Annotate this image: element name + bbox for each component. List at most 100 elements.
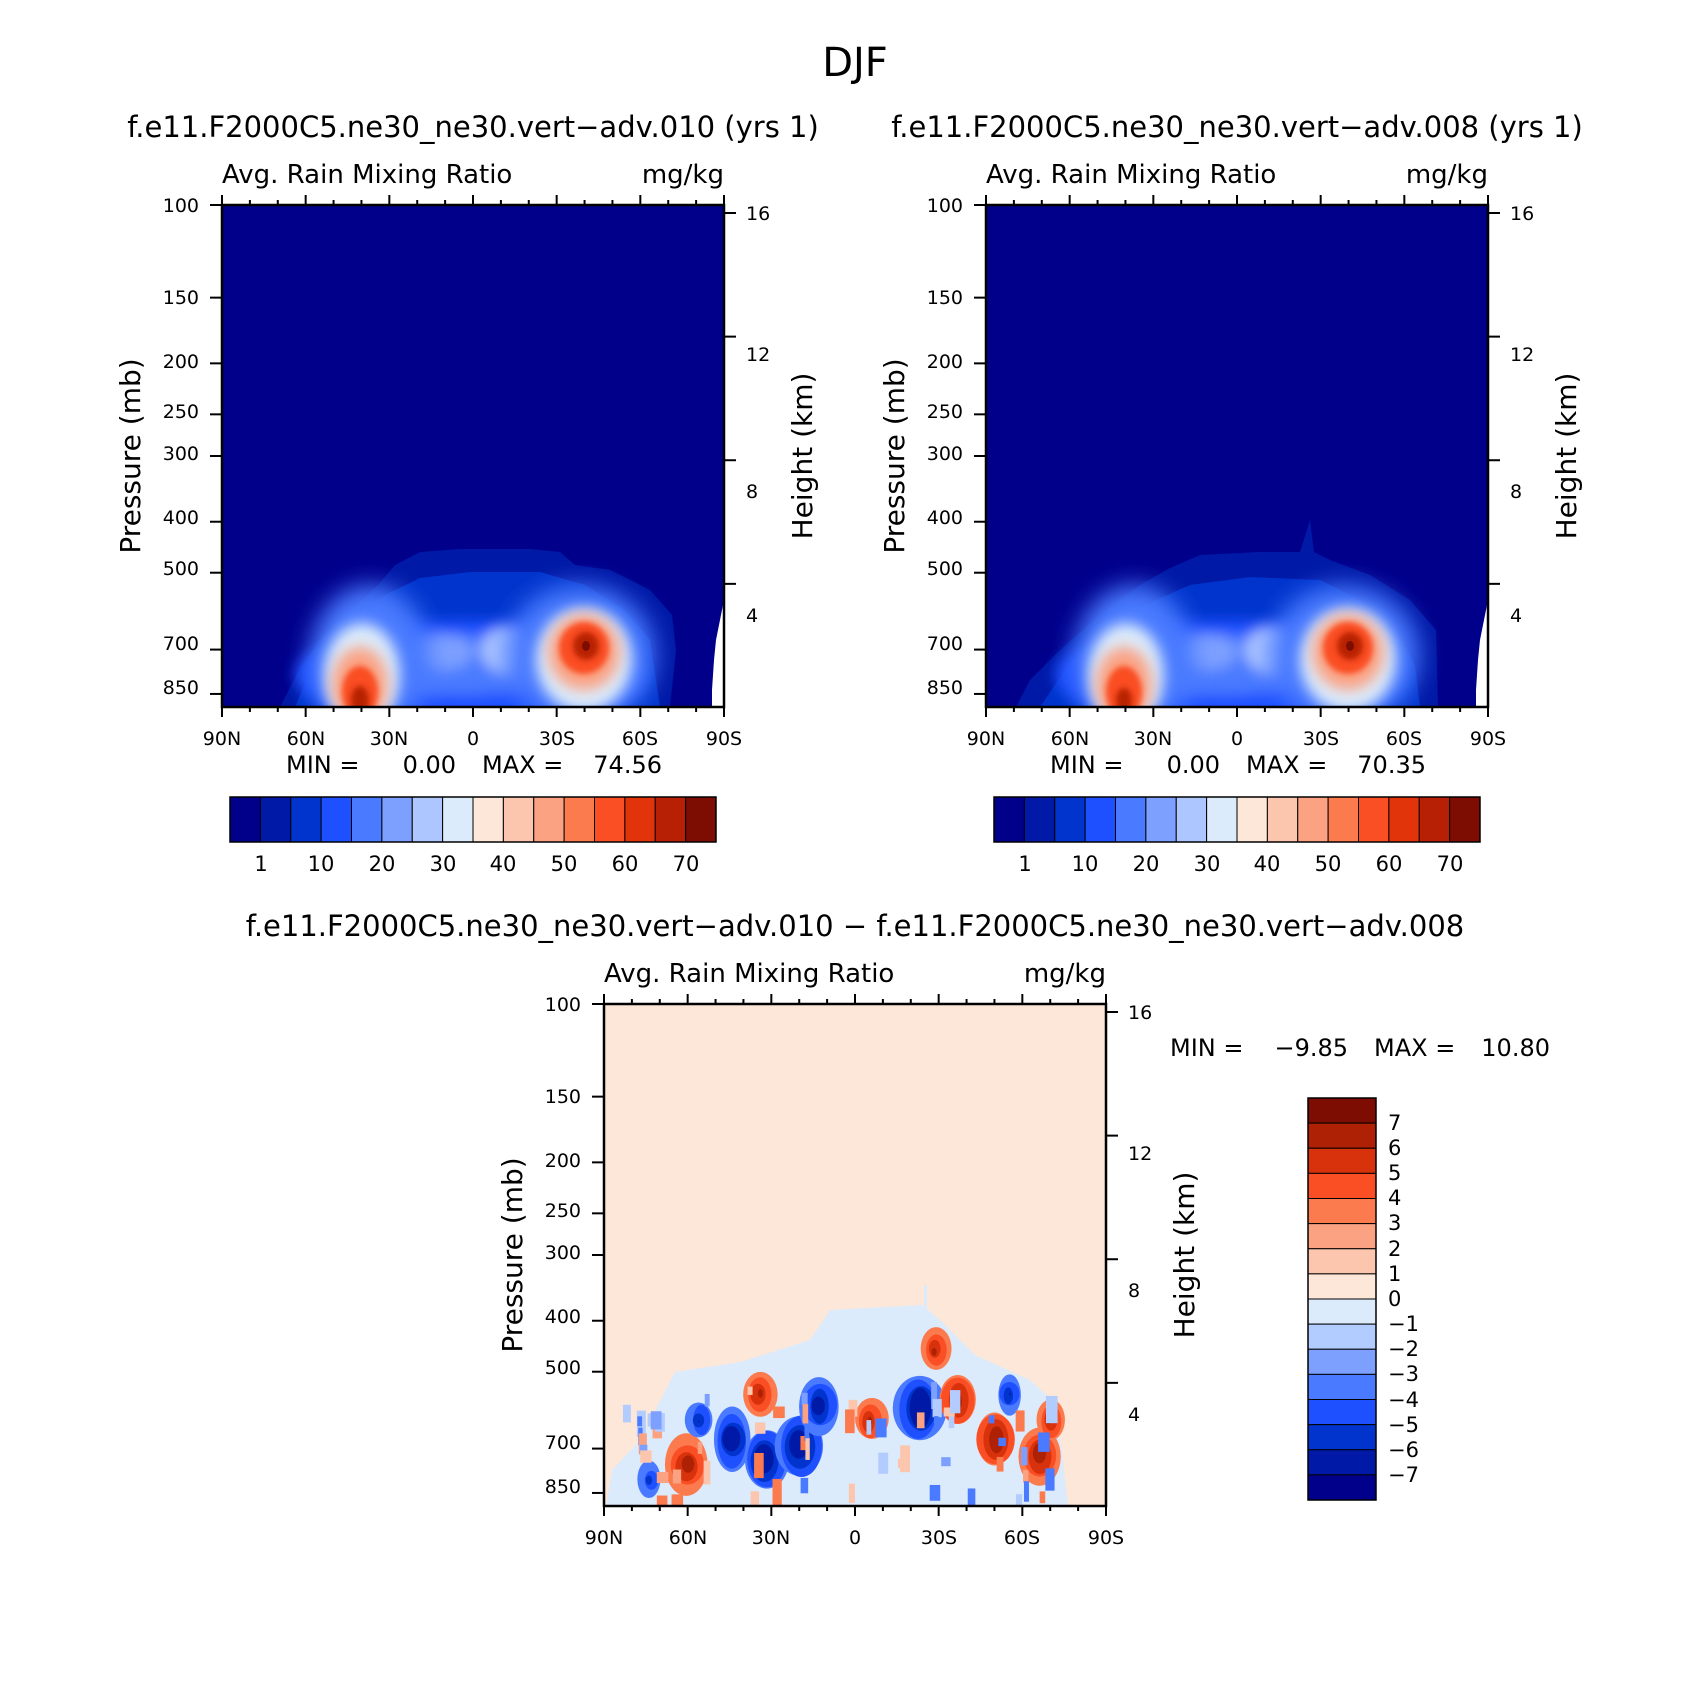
panel-3-anomaly-cells [622,1327,1065,1506]
positive-anomaly-cell [943,1407,955,1417]
panel-1-x-tick-label: 30S [539,728,575,750]
colorbar-box [1266,796,1299,843]
negative-anomaly-cell [1015,1494,1023,1506]
negative-anomaly-cell [645,1475,653,1485]
panel-3-height-tick-label: 4 [1128,1404,1140,1426]
colorbar-box [351,796,383,843]
panel-3-right-axis-label: Height (km) [1168,1172,1201,1339]
panel-3-colorbar-label: −4 [1388,1388,1419,1412]
panel-3-colorbar-label: −6 [1388,1438,1419,1462]
colorbar-box [1418,796,1451,843]
colorbar-box [1054,796,1086,843]
panel-3-colorbar-label: −7 [1388,1463,1419,1487]
positive-anomaly-cell [916,1412,925,1429]
panel-3-y-axis-label: Pressure (mb) [496,1157,529,1352]
colorbar-box [381,796,413,843]
colorbar-box [563,796,595,843]
colorbar-box [1115,796,1147,843]
panel-3-ticks [592,994,1118,1516]
panel-2-colorbar-label: 30 [1194,852,1221,876]
positive-anomaly-cell [996,1456,1004,1472]
colorbar-box [1307,1198,1377,1225]
colorbar-box [259,796,292,843]
panel-2-x-tick-label: 30S [1303,728,1339,750]
positive-anomaly-cell [989,1426,1004,1454]
panel-3-spike [924,1285,927,1320]
colorbar-box [320,796,352,843]
panel-1-missing-data [712,600,724,707]
panel-3-y-tick-label: 400 [545,1306,581,1328]
colorbar-box [1307,1122,1377,1149]
panel-3-colorbar-label: 0 [1388,1287,1401,1311]
colorbar-box [1307,1373,1377,1400]
colorbar-box [1236,796,1268,843]
panel-3-colorbar-label: 2 [1388,1237,1401,1261]
panel-3-colorbar-label: 1 [1388,1262,1401,1286]
panel-3-y-tick-label: 200 [545,1150,581,1172]
colorbar-box [411,796,444,843]
panel-3-y-tick-labels: 100 150 200 250 300 400 500 700 850 [545,994,581,1498]
panel-2-y-tick-label: 100 [927,195,963,217]
colorbar-box [1327,796,1359,843]
panel-2-y-axis-label: Pressure (mb) [878,358,911,553]
panel-2-title: f.e11.F2000C5.ne30_ne30.vert−adv.008 (yr… [891,110,1583,144]
panel-1-x-tick-label: 60S [622,728,658,750]
panel-3-y-tick-label: 100 [545,994,581,1016]
panel-3-colorbar: 7 6 5 4 3 2 1 0 −1 −2 −3 −4 −5 −6 −7 [1307,1097,1419,1501]
panel-1-x-tick-label: 60N [287,728,325,750]
panel-2-right-axis-label: Height (km) [1550,373,1583,540]
panel-1-colorbar-boxes [229,796,717,843]
panel-1-colorbar-label: 1 [254,852,267,876]
negative-anomaly-cell [1045,1395,1058,1424]
panel-3-x-tick-label: 60S [1004,1527,1040,1549]
panel-3-min-label: MIN = [1170,1034,1243,1062]
panel-2-colorbar-label: 50 [1315,852,1342,876]
panel-3-x-tick-label: 90N [585,1527,623,1549]
panel-2-x-tick-label: 90S [1470,728,1506,750]
panel-2-right-tick-labels: 16 12 8 4 [1510,203,1534,627]
panel-2-y-tick-label: 500 [927,558,963,580]
panel-2-sh-maximum [1269,585,1419,707]
positive-anomaly-cell [656,1495,668,1506]
panel-1-height-tick-label: 4 [746,605,758,627]
panel-1-max-value: 74.56 [593,751,662,779]
panel-1: f.e11.F2000C5.ne30_ne30.vert−adv.010 (yr… [114,110,819,876]
panel-3-height-tick-label: 8 [1128,1280,1140,1302]
colorbar-box [1307,1223,1377,1250]
panel-2-x-tick-labels: 90N 60N 30N 0 30S 60S 90S [967,728,1506,750]
panel-3-x-tick-label: 60N [669,1527,707,1549]
panel-3-colorbar-label: 3 [1388,1211,1401,1235]
negative-anomaly-cell [1038,1432,1050,1452]
positive-anomaly-cell [757,1389,764,1398]
positive-anomaly-cell [1039,1491,1046,1504]
panel-2-colorbar-label: 70 [1437,852,1464,876]
panel-2-min-value: 0.00 [1167,751,1220,779]
panel-1-colorbar-frame [229,796,717,843]
positive-anomaly-cell [772,1478,782,1506]
colorbar-box [1307,1248,1377,1275]
panel-2-max-value: 70.35 [1357,751,1426,779]
panel-2: f.e11.F2000C5.ne30_ne30.vert−adv.008 (yr… [878,110,1583,876]
panel-2-nh-maximum [1074,585,1194,707]
positive-anomaly-cell [848,1483,855,1503]
colorbar-box [1307,1273,1377,1300]
positive-anomaly-cell [1015,1410,1025,1432]
panel-3-colorbar-labels: 7 6 5 4 3 2 1 0 −1 −2 −3 −4 −5 −6 −7 [1388,1111,1419,1487]
negative-anomaly-cell [909,1387,931,1429]
panel-1-y-tick-label: 200 [163,351,199,373]
colorbar-box [993,796,1025,843]
positive-anomaly-cell [773,1406,785,1419]
colorbar-box [290,796,322,843]
panel-3-y-tick-label: 700 [545,1432,581,1454]
panel-3-y-tick-label: 150 [545,1086,581,1108]
colorbar-box [1297,796,1329,843]
negative-anomaly-cell [704,1393,710,1407]
colorbar-box [1449,796,1481,843]
negative-anomaly-cell [811,1396,825,1416]
panel-2-ticks [974,195,1500,717]
panel-1-colorbar-label: 20 [369,852,396,876]
negative-anomaly-cell [1009,1392,1011,1396]
colorbar-box [1307,1449,1377,1476]
panel-3-height-tick-label: 12 [1128,1143,1152,1165]
panel-2-colorbar-label: 1 [1018,852,1031,876]
